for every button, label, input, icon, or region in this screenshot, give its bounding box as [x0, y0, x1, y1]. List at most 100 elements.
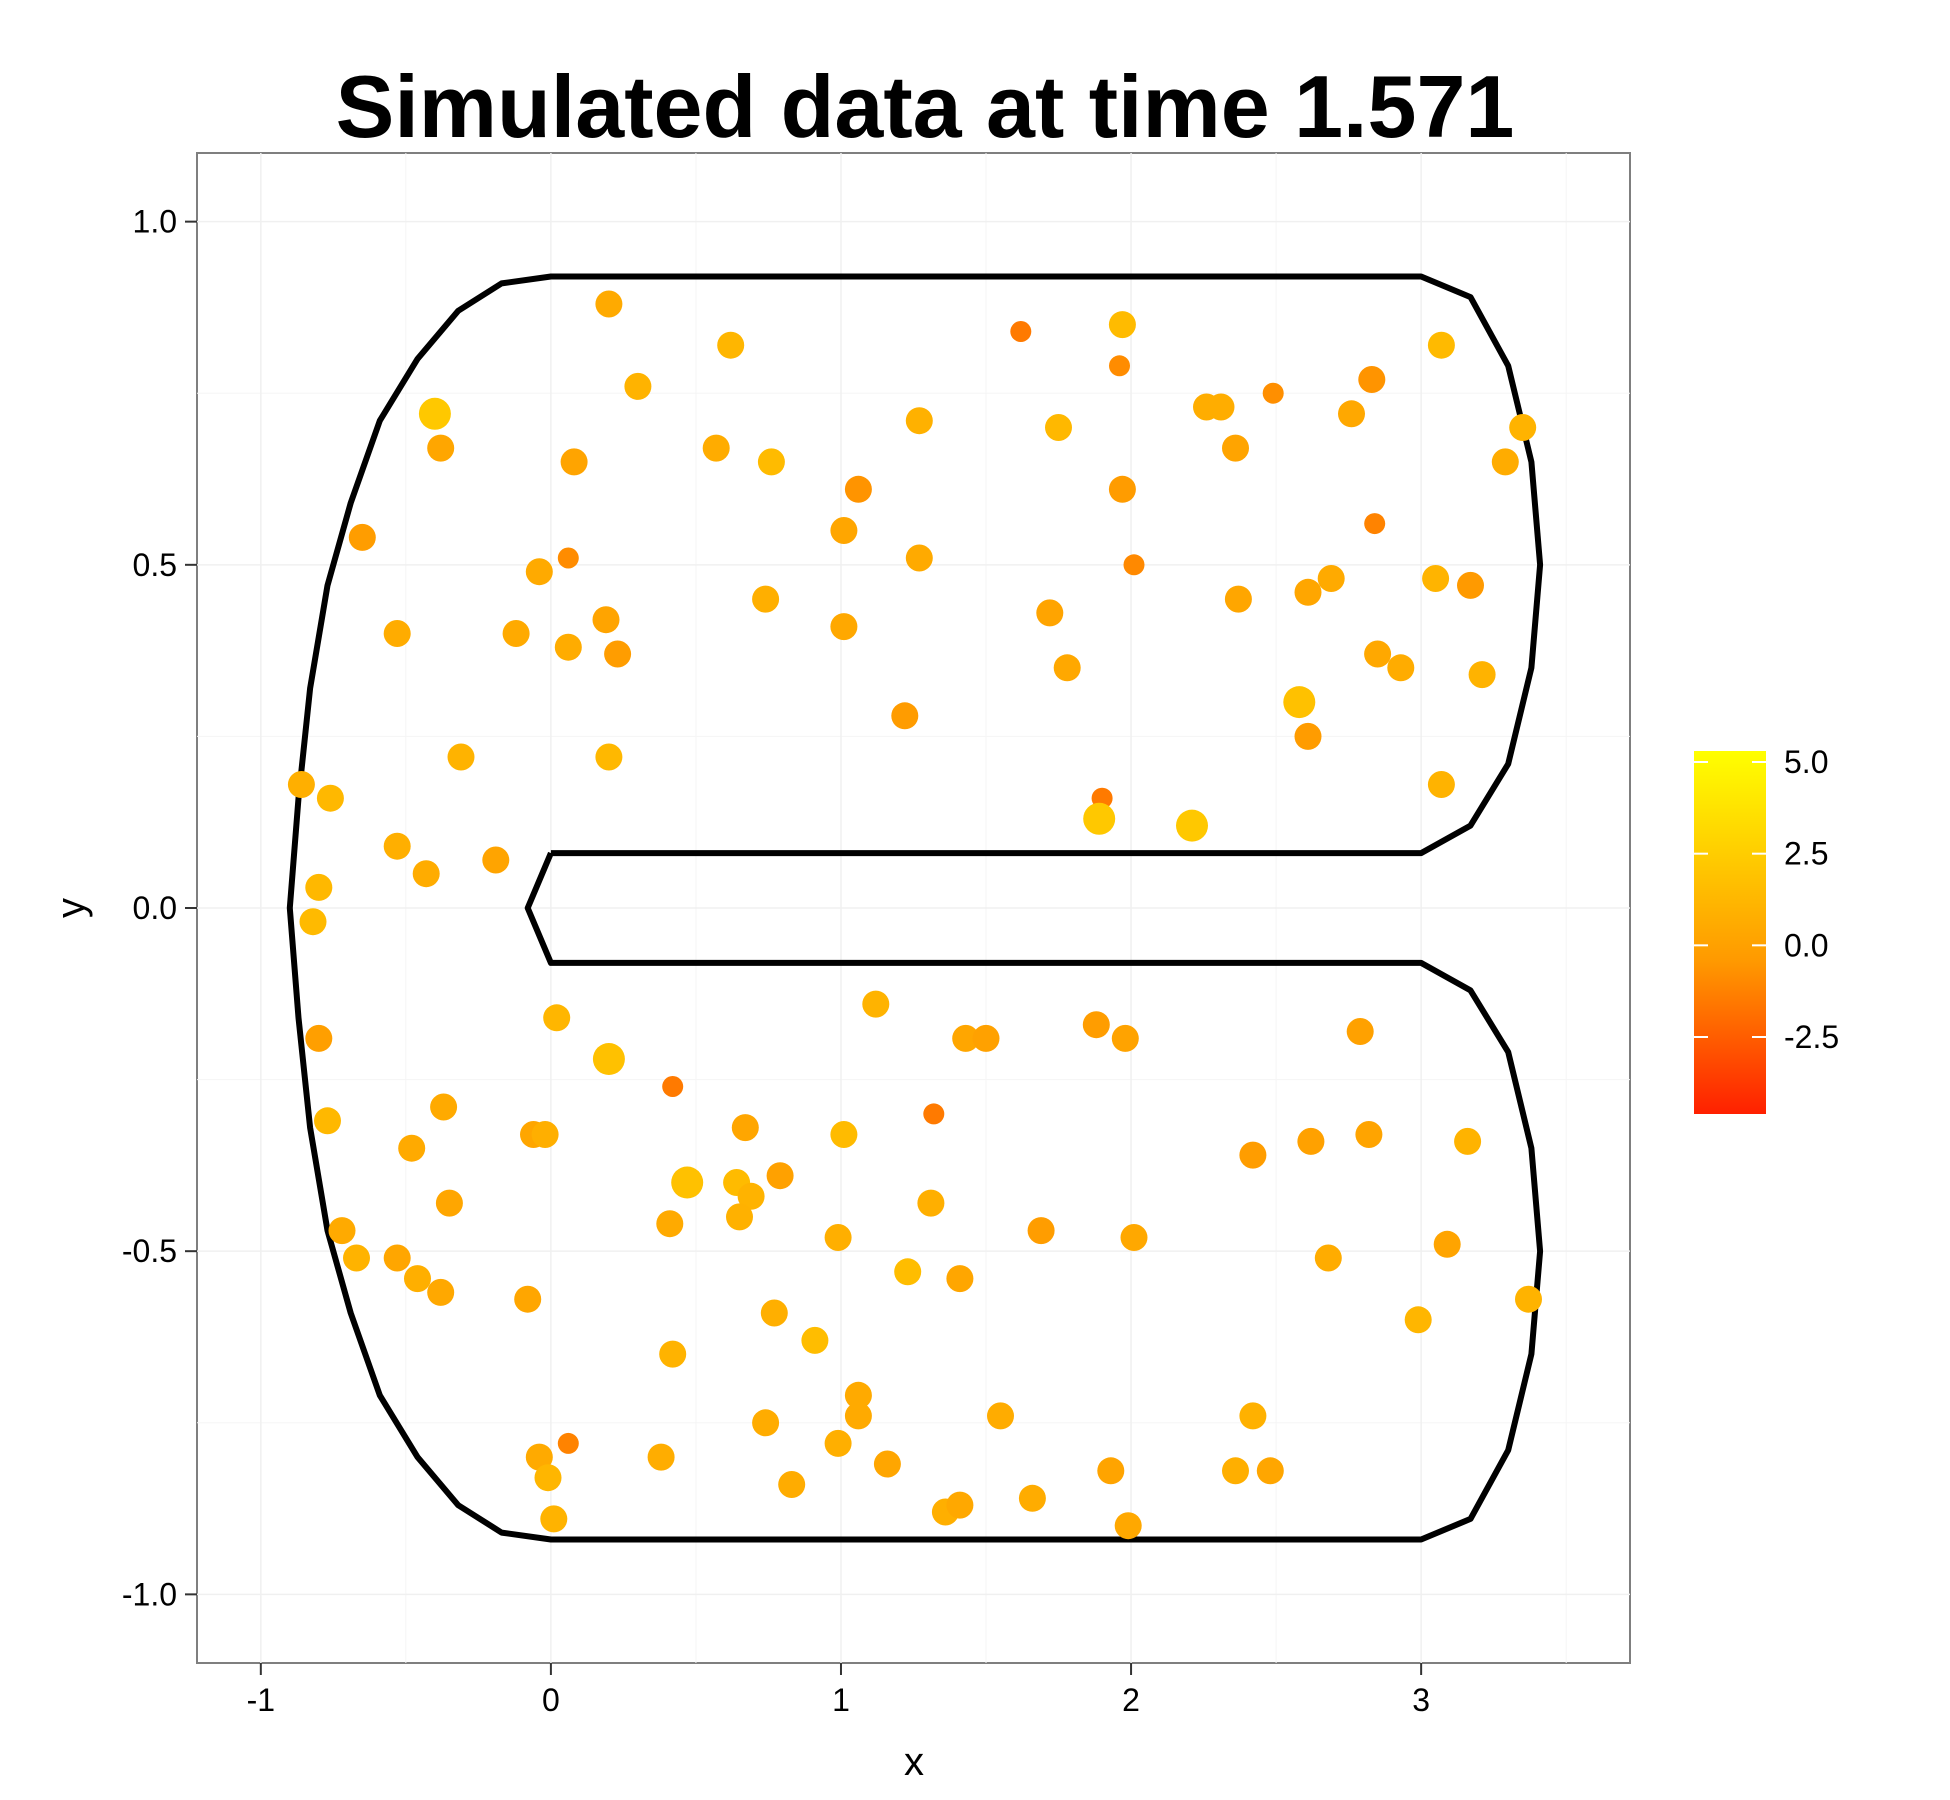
- data-point: [1123, 554, 1145, 576]
- data-point: [671, 1166, 704, 1199]
- data-point: [801, 1326, 829, 1354]
- x-axis-title: x: [904, 1740, 924, 1784]
- data-point: [287, 771, 315, 798]
- data-point: [534, 1464, 562, 1492]
- data-point: [1422, 565, 1450, 592]
- data-point: [1108, 475, 1136, 503]
- data-point: [702, 434, 730, 462]
- data-point: [1262, 382, 1284, 404]
- data-point: [1097, 1457, 1125, 1485]
- data-point: [624, 372, 652, 400]
- data-point: [946, 1491, 974, 1519]
- y-tick-label: -1.0: [122, 1576, 177, 1612]
- x-tick-label: 3: [1412, 1682, 1430, 1718]
- data-point: [752, 1409, 780, 1437]
- data-point: [447, 743, 475, 771]
- data-point: [824, 1429, 852, 1457]
- legend-tick-label: 0.0: [1784, 927, 1828, 963]
- data-point: [560, 448, 588, 476]
- data-point: [1222, 1457, 1249, 1485]
- data-point: [1338, 400, 1365, 428]
- data-point: [757, 448, 785, 476]
- data-point: [659, 1340, 687, 1368]
- data-point: [299, 908, 327, 936]
- data-point: [1433, 1230, 1461, 1258]
- data-point: [952, 1024, 980, 1052]
- data-point: [557, 1432, 579, 1454]
- data-point: [737, 1182, 765, 1210]
- data-point: [923, 1103, 945, 1125]
- x-tick-label: 2: [1122, 1682, 1140, 1718]
- data-point: [1491, 448, 1519, 476]
- data-point: [427, 1278, 455, 1306]
- data-point: [592, 606, 620, 634]
- data-point: [778, 1471, 806, 1498]
- data-point: [1454, 1127, 1482, 1155]
- data-point: [502, 620, 530, 647]
- data-point: [760, 1299, 788, 1327]
- data-point: [557, 547, 579, 569]
- data-point: [305, 873, 333, 901]
- y-tick-label: 0.0: [133, 890, 177, 926]
- data-point: [430, 1093, 458, 1121]
- data-point: [1283, 686, 1316, 719]
- data-point: [1314, 1244, 1342, 1272]
- data-point: [383, 832, 411, 860]
- data-point: [592, 1043, 625, 1075]
- data-point: [1018, 1484, 1046, 1512]
- data-point: [1010, 321, 1032, 342]
- data-point: [717, 331, 745, 359]
- data-point: [1108, 311, 1136, 339]
- y-tick-label: 1.0: [133, 204, 177, 240]
- legend-tick-label: 5.0: [1784, 744, 1828, 780]
- data-point: [1427, 331, 1455, 359]
- data-point: [525, 558, 553, 586]
- legend-tick-label: -2.5: [1784, 1019, 1839, 1055]
- data-point: [917, 1189, 945, 1217]
- data-point: [1364, 640, 1392, 668]
- data-point: [412, 860, 440, 888]
- data-point: [514, 1285, 542, 1313]
- data-point: [647, 1443, 675, 1471]
- data-point: [1256, 1457, 1284, 1485]
- data-point: [1114, 1512, 1142, 1540]
- y-axis-title: y: [49, 898, 93, 918]
- data-point: [830, 1121, 858, 1148]
- data-point: [1355, 1121, 1383, 1148]
- data-point: [1509, 414, 1537, 441]
- data-point: [1120, 1224, 1148, 1251]
- data-point: [1364, 513, 1386, 535]
- data-point: [1457, 571, 1484, 599]
- data-point: [316, 784, 344, 812]
- data-point: [1036, 599, 1064, 627]
- data-point: [604, 640, 632, 668]
- data-point: [905, 407, 933, 435]
- x-tick-label: 1: [832, 1682, 850, 1718]
- legend-colorbar: [1694, 751, 1766, 1114]
- data-point: [1468, 661, 1496, 689]
- data-point: [844, 475, 872, 503]
- data-point: [830, 613, 858, 641]
- data-point: [726, 1203, 753, 1231]
- data-point: [531, 1121, 559, 1148]
- data-point: [554, 633, 582, 661]
- data-point: [894, 1258, 922, 1286]
- legend-ticks: 5.0 2.5 0.0 -2.5: [1694, 744, 1839, 1055]
- data-point: [1082, 1011, 1110, 1039]
- data-point: [1294, 722, 1322, 750]
- color-legend: 5.0 2.5 0.0 -2.5: [1694, 744, 1839, 1114]
- data-point: [844, 1402, 872, 1430]
- data-point: [404, 1265, 431, 1293]
- data-point: [1404, 1306, 1432, 1334]
- x-axis: -1 0 1 2 3: [247, 1663, 1430, 1718]
- data-point: [1111, 1024, 1139, 1052]
- data-point: [1297, 1127, 1325, 1155]
- data-point: [383, 620, 411, 647]
- data-point: [1224, 585, 1252, 613]
- data-point: [1515, 1285, 1542, 1313]
- data-point: [905, 544, 933, 572]
- data-point: [844, 1381, 872, 1409]
- data-point: [830, 517, 858, 544]
- data-point: [1027, 1217, 1055, 1245]
